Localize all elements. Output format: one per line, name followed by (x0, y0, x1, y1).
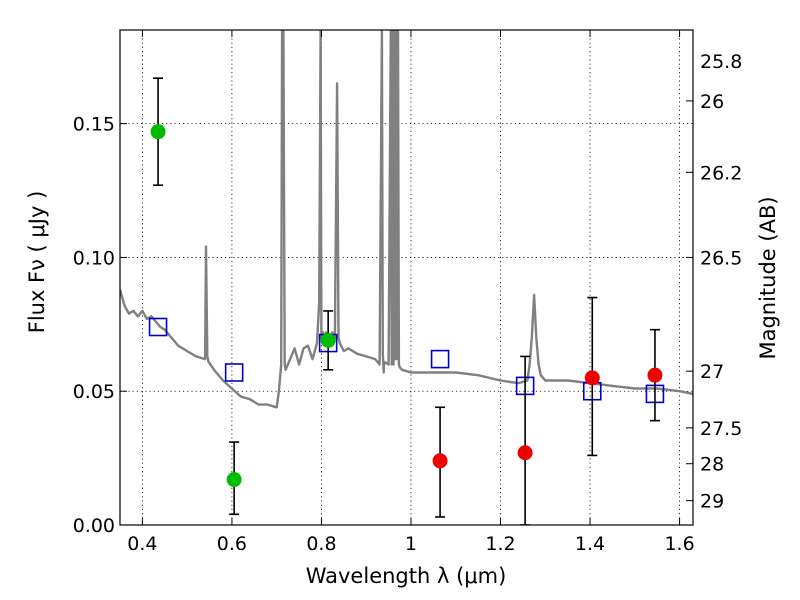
right-tick-label: 27.5 (700, 418, 742, 440)
x-tick-label: 0.6 (217, 533, 247, 555)
x-tick-label: 1 (405, 533, 417, 555)
x-tick-label: 1.6 (664, 533, 694, 555)
y-tick-label: 0.05 (73, 381, 115, 403)
x-tick-label: 1.2 (485, 533, 515, 555)
plot-area (120, 30, 693, 525)
observed-green-point (226, 472, 242, 488)
right-tick-label: 26 (700, 91, 724, 113)
axes-ticks: 0.4 0.6 0.8 1 1.2 1.4 1.6 0.00 0.05 0.10 0.15 25.8 2… (73, 30, 742, 555)
observed-red-point (432, 453, 448, 469)
observed-green-point (150, 124, 166, 140)
right-tick-label: 28 (700, 454, 724, 476)
right-tick-label: 27 (700, 361, 724, 383)
observed-red-point (584, 370, 600, 386)
x-tick-label: 0.8 (306, 533, 336, 555)
observed-red-point (647, 367, 663, 383)
plot-frame (119, 29, 694, 526)
model-sed-line (120, 30, 693, 409)
y-tick-label: 0.15 (73, 114, 115, 136)
model-flux-square (148, 317, 168, 337)
right-tick-label: 29 (700, 491, 724, 513)
y-tick-label: 0.00 (73, 515, 115, 537)
right-tick-label: 25.8 (700, 51, 742, 73)
observed-green-point (320, 332, 336, 348)
model-flux-square (224, 363, 244, 382)
y-tick-label: 0.10 (73, 247, 115, 269)
right-tick-label: 26.5 (700, 247, 742, 269)
observed-red-point (517, 445, 533, 461)
right-axis-label: Magnitude (AB) (756, 196, 780, 359)
x-tick-label: 0.4 (127, 533, 157, 555)
right-tick-label: 26.2 (700, 162, 742, 184)
y-axis-label: Flux Fν ( μJy ) (25, 191, 49, 334)
x-axis-label: Wavelength λ (μm) (306, 564, 507, 588)
model-flux-square (430, 349, 450, 369)
x-tick-label: 1.4 (575, 533, 605, 555)
